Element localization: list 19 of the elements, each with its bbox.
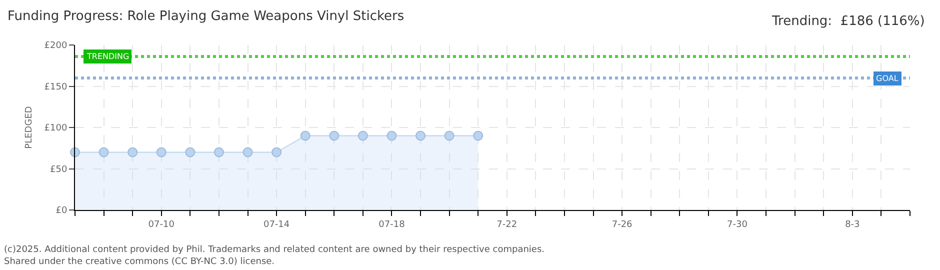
y-axis-title: PLEDGED [24,106,35,149]
x-tick-label: 07-14 [263,220,290,230]
ref-line-label: TRENDING [86,52,130,61]
text: Shared under the creative commons (CC BY-NC 3.0) license. [4,257,275,267]
y-tick-label: £100 [44,124,68,134]
y-tick-label: £200 [44,41,68,52]
x-tick-label: 07-10 [148,220,175,230]
ref-line-label: GOAL [876,74,899,83]
x-tick-label: 8-3 [845,220,860,230]
x-tick-label: 07-18 [378,220,406,230]
chart-subtitle: Trending: £186 (116%) [771,14,925,29]
y-tick-label: £50 [50,164,68,175]
x-tick-label: 7-22 [496,220,518,230]
x-tick-label: 7-30 [727,220,748,230]
text: (c)2025. Additional content provided by Phil. Trademarks and related content are owned by their respective companies. [4,245,545,255]
x-tick-label: 7-26 [612,220,633,230]
chart-title: Funding Progress: Role Playing Game Weapons Vinyl Stickers [8,8,404,24]
y-tick-label: £0 [56,206,68,216]
y-tick-label: £150 [44,82,68,92]
